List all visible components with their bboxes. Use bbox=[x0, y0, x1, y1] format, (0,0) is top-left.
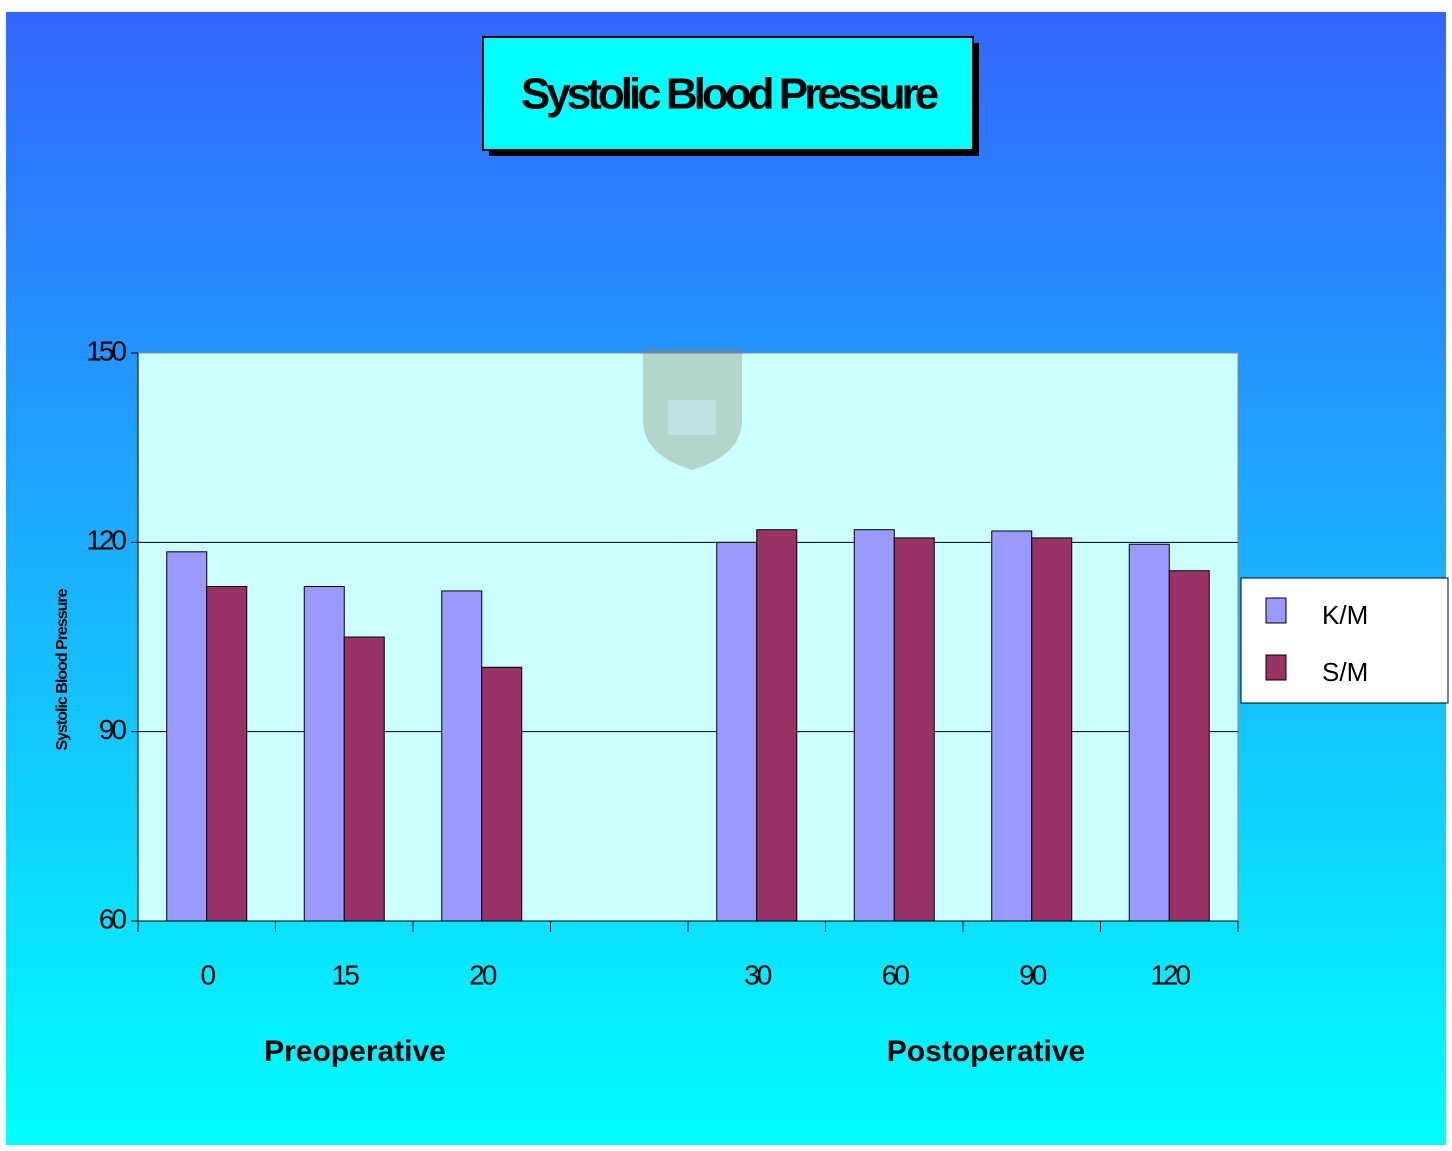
y-tick-label: 120 bbox=[86, 525, 126, 556]
x-tick-label: 90 bbox=[1019, 959, 1047, 990]
x-tick-label: 120 bbox=[1150, 959, 1190, 990]
bar bbox=[853, 529, 895, 922]
bar bbox=[991, 530, 1033, 922]
y-tick-label: 60 bbox=[99, 903, 127, 934]
x-tick-label: 15 bbox=[332, 959, 360, 990]
legend-label: K/M bbox=[1322, 600, 1368, 630]
bar bbox=[441, 590, 483, 922]
group-label: Preoperative bbox=[264, 1035, 446, 1068]
y-tick-label: 90 bbox=[99, 714, 127, 745]
bar bbox=[1168, 570, 1210, 922]
legend-label: S/M bbox=[1322, 657, 1368, 687]
bar bbox=[1031, 537, 1073, 922]
y-tick-label: 150 bbox=[86, 335, 126, 366]
bar bbox=[893, 537, 935, 922]
title-box bbox=[482, 36, 974, 151]
y-axis-label: Systolic Blood Pressure bbox=[54, 588, 71, 750]
chart-title: Systolic Blood Pressure bbox=[521, 70, 938, 119]
x-tick-label: 60 bbox=[882, 959, 910, 990]
bar bbox=[481, 666, 523, 922]
legend-swatch bbox=[1265, 597, 1287, 624]
x-tick-label: 30 bbox=[744, 959, 772, 990]
x-tick-label: 20 bbox=[469, 959, 497, 990]
bar bbox=[303, 586, 345, 922]
bar bbox=[756, 529, 798, 922]
watermark bbox=[643, 348, 742, 470]
legend-swatch bbox=[1265, 654, 1287, 681]
bar bbox=[166, 551, 208, 922]
bar bbox=[1128, 543, 1170, 922]
group-label: Postoperative bbox=[887, 1035, 1085, 1068]
bar bbox=[206, 586, 248, 922]
bar bbox=[343, 636, 385, 922]
bar bbox=[716, 541, 758, 922]
